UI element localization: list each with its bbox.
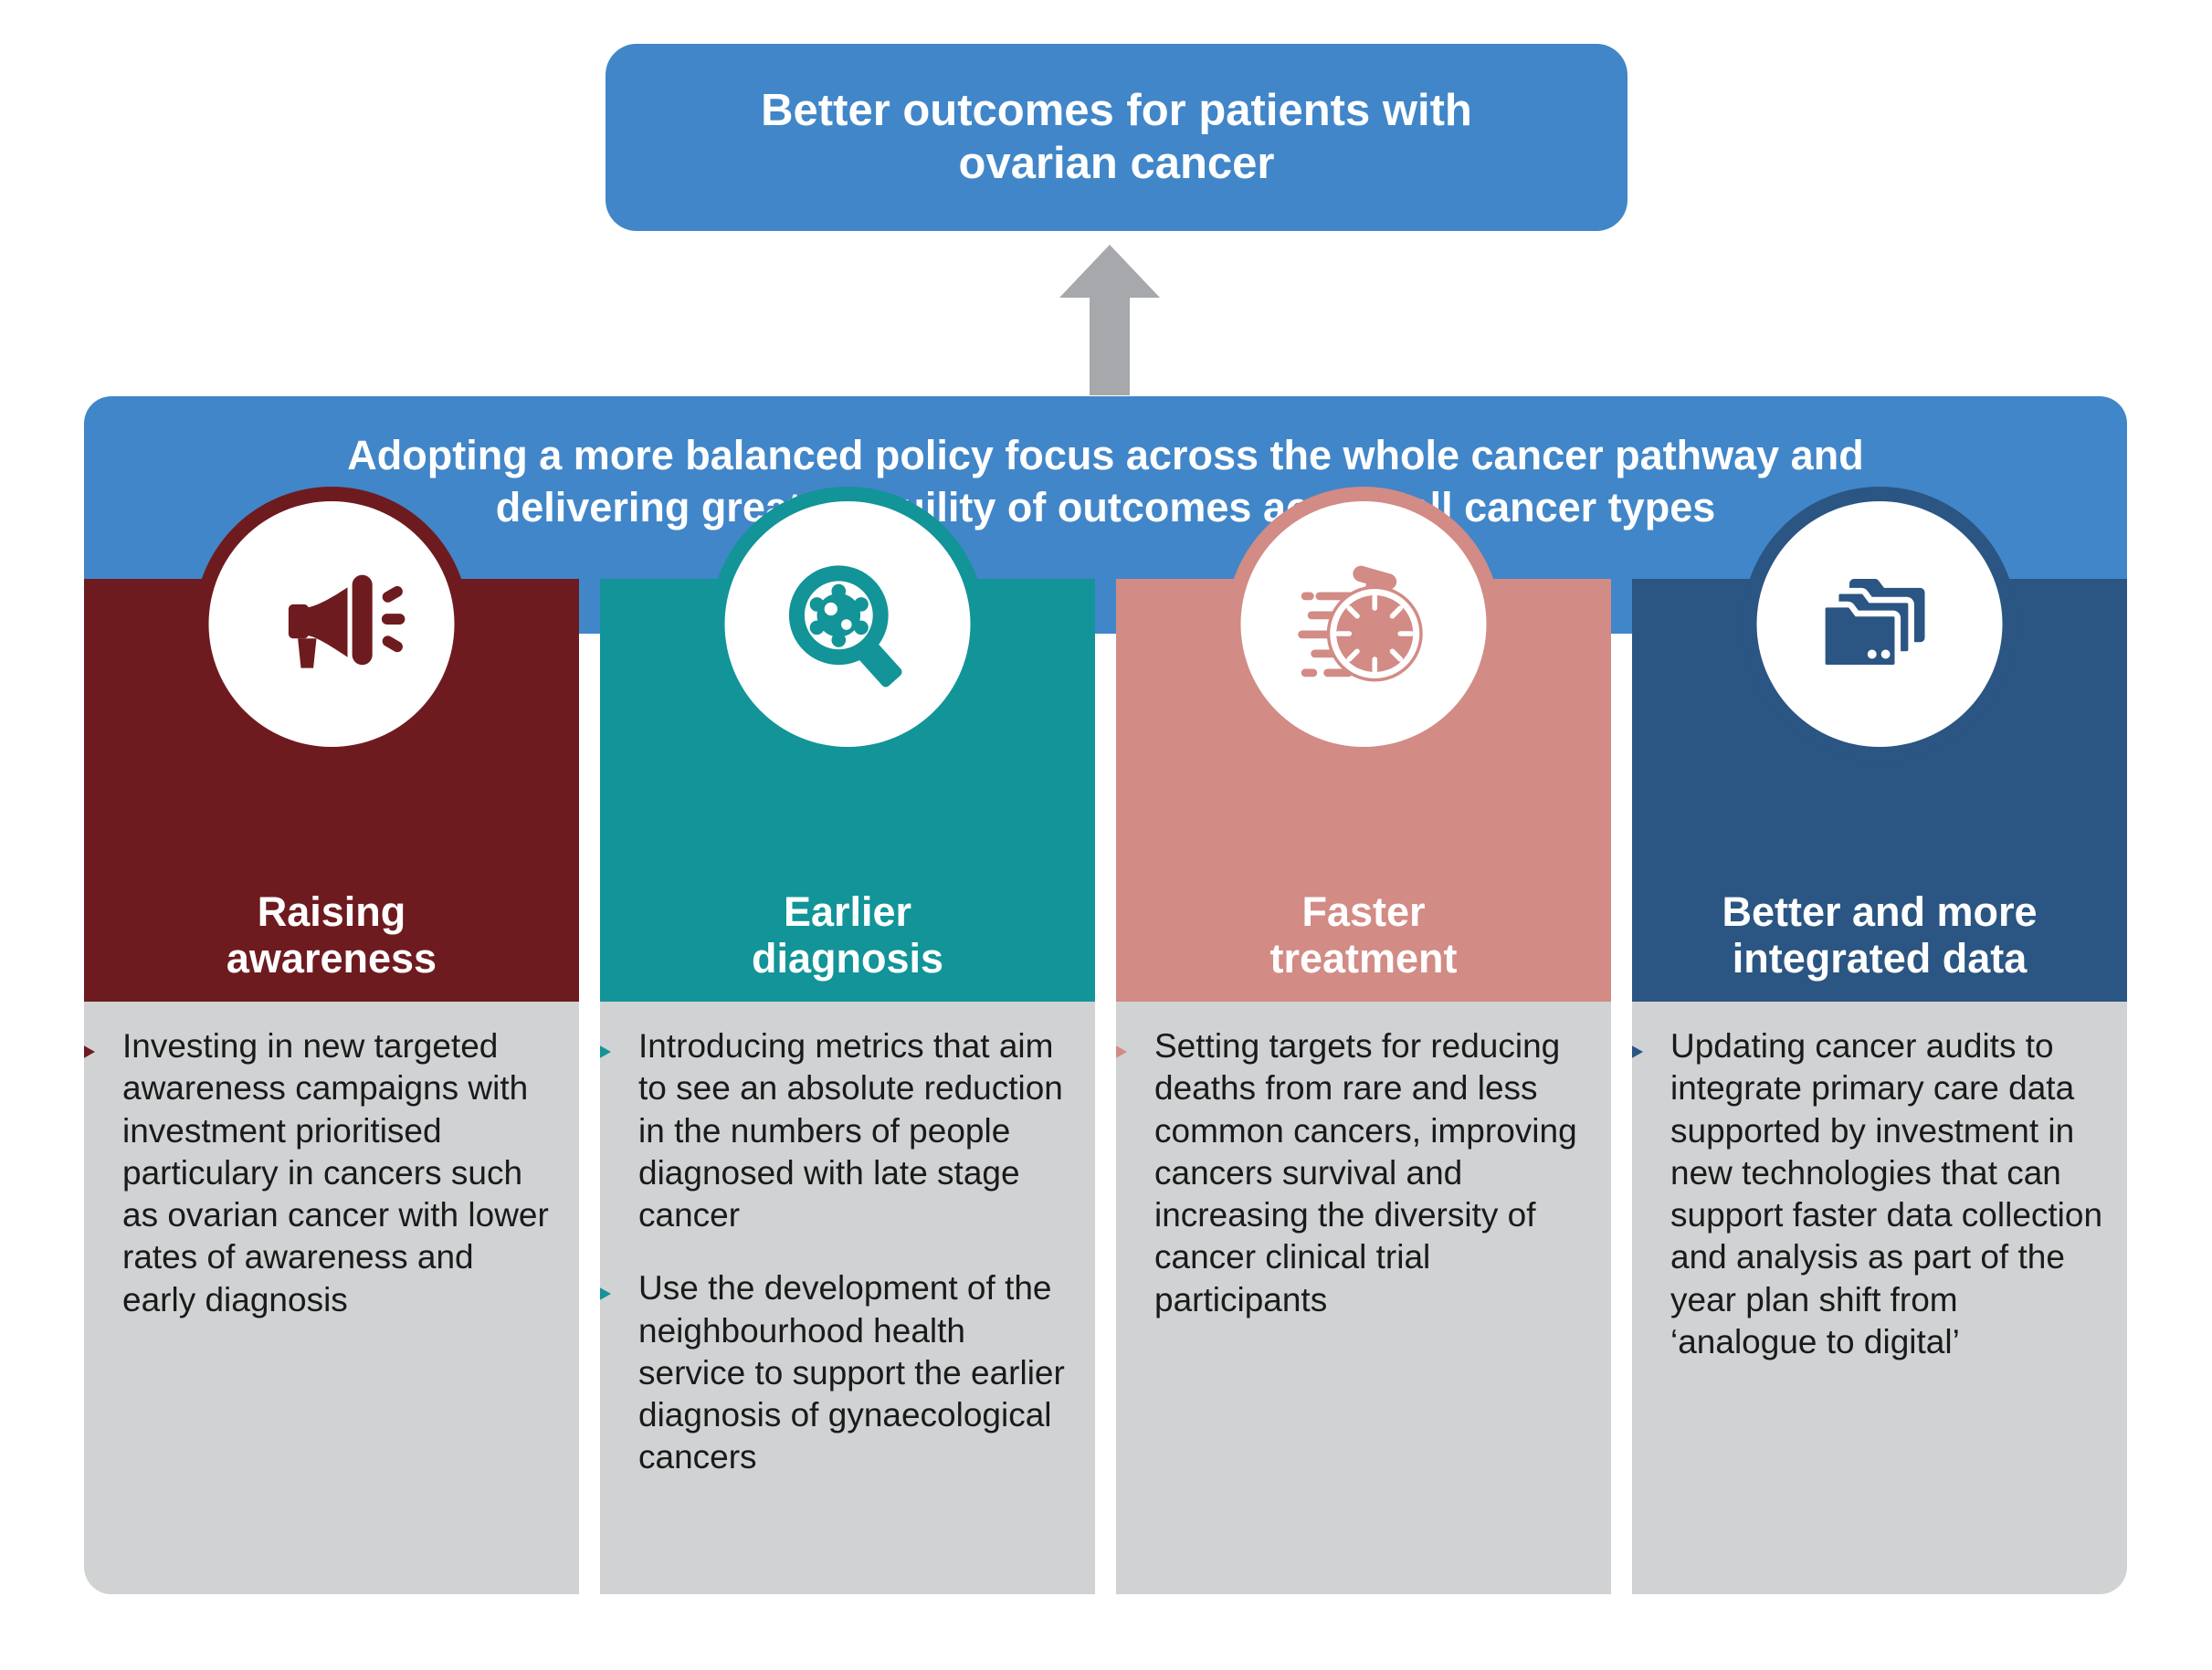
- list-item: Use the development of the neighbourhood…: [600, 1267, 1071, 1478]
- column-raising-awareness: Raising awareness Investing in new targe…: [84, 487, 579, 1594]
- bullet-arrow-icon: [600, 1273, 626, 1315]
- list-item-text: Updating cancer audits to integrate prim…: [1670, 1027, 2103, 1360]
- list-item-text: Investing in new targeted awareness camp…: [122, 1027, 549, 1318]
- column-title: Raising awareness: [226, 888, 437, 982]
- fast-stopwatch-icon: [1240, 501, 1487, 747]
- list-item: Introducing metrics that aim to see an a…: [600, 1025, 1071, 1236]
- column-header-better-integrated-data: Better and more integrated data: [1632, 487, 2127, 1002]
- goal-banner-text: Better outcomes for patients with ovaria…: [761, 85, 1472, 188]
- list-item: Updating cancer audits to integrate prim…: [1632, 1025, 2103, 1363]
- column-title: Earlier diagnosis: [751, 888, 944, 982]
- list-item-text: Setting targets for reducing deaths from…: [1154, 1027, 1577, 1318]
- column-body-earlier-diagnosis: Introducing metrics that aim to see an a…: [600, 1002, 1095, 1594]
- column-earlier-diagnosis: Earlier diagnosis Introducing metrics th…: [600, 487, 1095, 1594]
- goal-banner: Better outcomes for patients with ovaria…: [606, 44, 1627, 231]
- bullet-arrow-icon: [1116, 1031, 1142, 1073]
- magnifier-virus-icon: [724, 501, 971, 747]
- column-body-better-integrated-data: Updating cancer audits to integrate prim…: [1632, 1002, 2127, 1594]
- column-header-raising-awareness: Raising awareness: [84, 487, 579, 1002]
- column-body-raising-awareness: Investing in new targeted awareness camp…: [84, 1002, 579, 1594]
- bullet-arrow-icon: [600, 1031, 626, 1073]
- pillar-columns: Raising awareness Investing in new targe…: [84, 487, 2127, 1594]
- list-item-text: Introducing metrics that aim to see an a…: [638, 1027, 1063, 1234]
- column-title: Better and more integrated data: [1722, 888, 2038, 982]
- column-body-faster-treatment: Setting targets for reducing deaths from…: [1116, 1002, 1611, 1594]
- column-header-faster-treatment: Faster treatment: [1116, 487, 1611, 1002]
- bullet-arrow-icon: [1632, 1031, 1658, 1073]
- folders-icon: [1756, 501, 2003, 747]
- bullet-arrow-icon: [84, 1031, 110, 1073]
- list-item: Investing in new targeted awareness camp…: [84, 1025, 555, 1321]
- column-title: Faster treatment: [1269, 888, 1458, 982]
- list-item: Setting targets for reducing deaths from…: [1116, 1025, 1587, 1321]
- megaphone-icon: [208, 501, 455, 747]
- column-faster-treatment: Faster treatment Setting targets for red…: [1116, 487, 1611, 1594]
- up-arrow-icon: [1059, 245, 1160, 395]
- list-item-text: Use the development of the neighbourhood…: [638, 1269, 1065, 1476]
- column-better-integrated-data: Better and more integrated data Updating…: [1632, 487, 2127, 1594]
- column-header-earlier-diagnosis: Earlier diagnosis: [600, 487, 1095, 1002]
